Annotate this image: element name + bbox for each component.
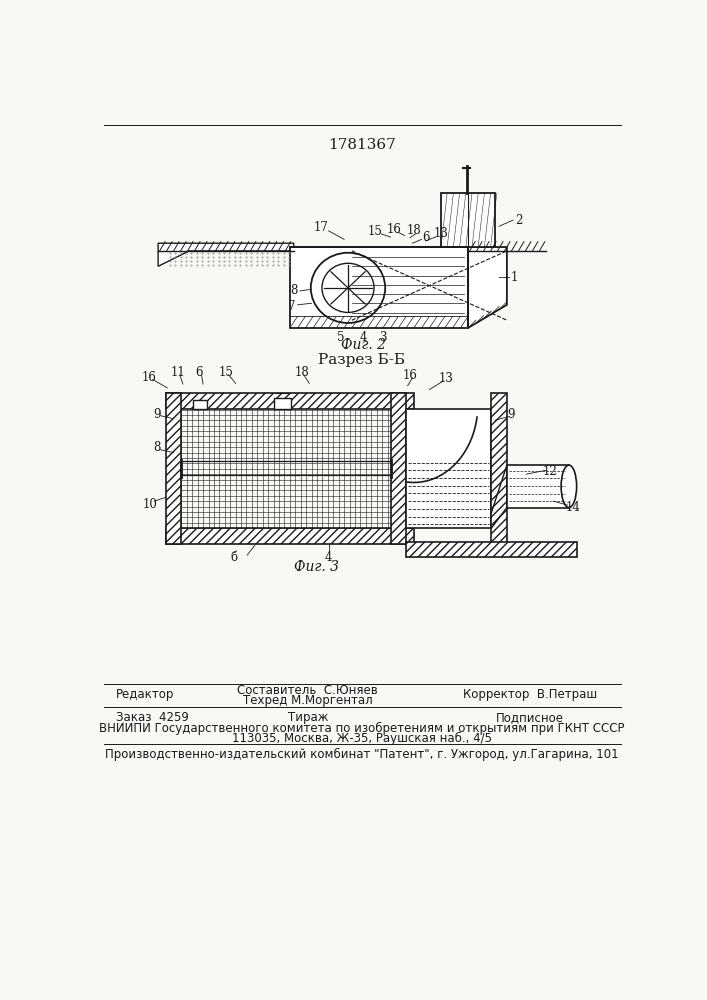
Text: Редактор: Редактор <box>115 688 174 701</box>
Text: Тираж: Тираж <box>288 711 328 724</box>
Text: 9: 9 <box>507 408 515 421</box>
Ellipse shape <box>561 465 577 508</box>
Bar <box>166 393 182 544</box>
Polygon shape <box>158 243 293 266</box>
Text: 16: 16 <box>141 371 156 384</box>
Text: 1781367: 1781367 <box>328 138 396 152</box>
Text: 6: 6 <box>422 231 429 244</box>
Bar <box>391 393 406 544</box>
Text: 8: 8 <box>290 284 298 297</box>
Bar <box>507 465 569 508</box>
Bar <box>491 393 507 544</box>
Text: 10: 10 <box>143 498 158 512</box>
Text: Фиг. 3: Фиг. 3 <box>295 560 339 574</box>
Text: 4: 4 <box>325 551 332 564</box>
Text: 13: 13 <box>439 372 454 385</box>
Text: 3: 3 <box>379 331 387 344</box>
Text: 18: 18 <box>407 224 421 237</box>
Text: 16: 16 <box>387 223 402 236</box>
Ellipse shape <box>322 263 374 312</box>
Text: Производственно-издательский комбинат "Патент", г. Ужгород, ул.Гагарина, 101: Производственно-издательский комбинат "П… <box>105 748 619 761</box>
Text: 9: 9 <box>153 408 160 421</box>
Bar <box>274 398 291 409</box>
Text: 13: 13 <box>433 227 448 240</box>
Text: Корректор  В.Петраш: Корректор В.Петраш <box>463 688 597 701</box>
Text: Разрез Б-Б: Разрез Б-Б <box>318 353 405 367</box>
Bar <box>406 409 491 528</box>
Text: 8: 8 <box>153 441 160 454</box>
Text: 16: 16 <box>402 369 417 382</box>
Text: ВНИИПИ Государственного комитета по изобретениям и открытиям при ГКНТ СССР: ВНИИПИ Государственного комитета по изоб… <box>99 722 625 735</box>
Text: 17: 17 <box>313 221 328 234</box>
Text: 5: 5 <box>337 331 344 344</box>
Text: Техред М.Моргентал: Техред М.Моргентал <box>243 694 373 707</box>
Text: б: б <box>230 551 238 564</box>
Text: Составитель  С.Юняев: Составитель С.Юняев <box>238 684 378 697</box>
Text: Подписное: Подписное <box>496 711 564 724</box>
Bar <box>193 400 207 409</box>
Text: 113035, Москва, Ж-35, Раушская наб., 4/5: 113035, Москва, Ж-35, Раушская наб., 4/5 <box>232 732 492 745</box>
Text: 6: 6 <box>195 366 203 379</box>
Text: 14: 14 <box>566 501 580 514</box>
Bar <box>406 542 577 557</box>
Text: Заказ  4259: Заказ 4259 <box>115 711 188 724</box>
Text: 18: 18 <box>294 366 309 379</box>
Ellipse shape <box>311 253 385 323</box>
Text: 7: 7 <box>288 300 296 313</box>
Text: 2: 2 <box>515 214 522 227</box>
Bar <box>441 193 495 247</box>
Bar <box>166 528 414 544</box>
Polygon shape <box>468 247 507 328</box>
Text: 15: 15 <box>368 225 382 238</box>
Bar <box>290 247 468 328</box>
Text: 12: 12 <box>542 465 557 478</box>
Text: 11: 11 <box>170 366 185 379</box>
Bar <box>166 393 414 409</box>
Text: Фиг. 2: Фиг. 2 <box>341 338 386 352</box>
Text: 1: 1 <box>511 271 518 284</box>
Text: 4: 4 <box>360 331 367 344</box>
Bar <box>182 461 391 475</box>
Text: 15: 15 <box>219 366 234 379</box>
